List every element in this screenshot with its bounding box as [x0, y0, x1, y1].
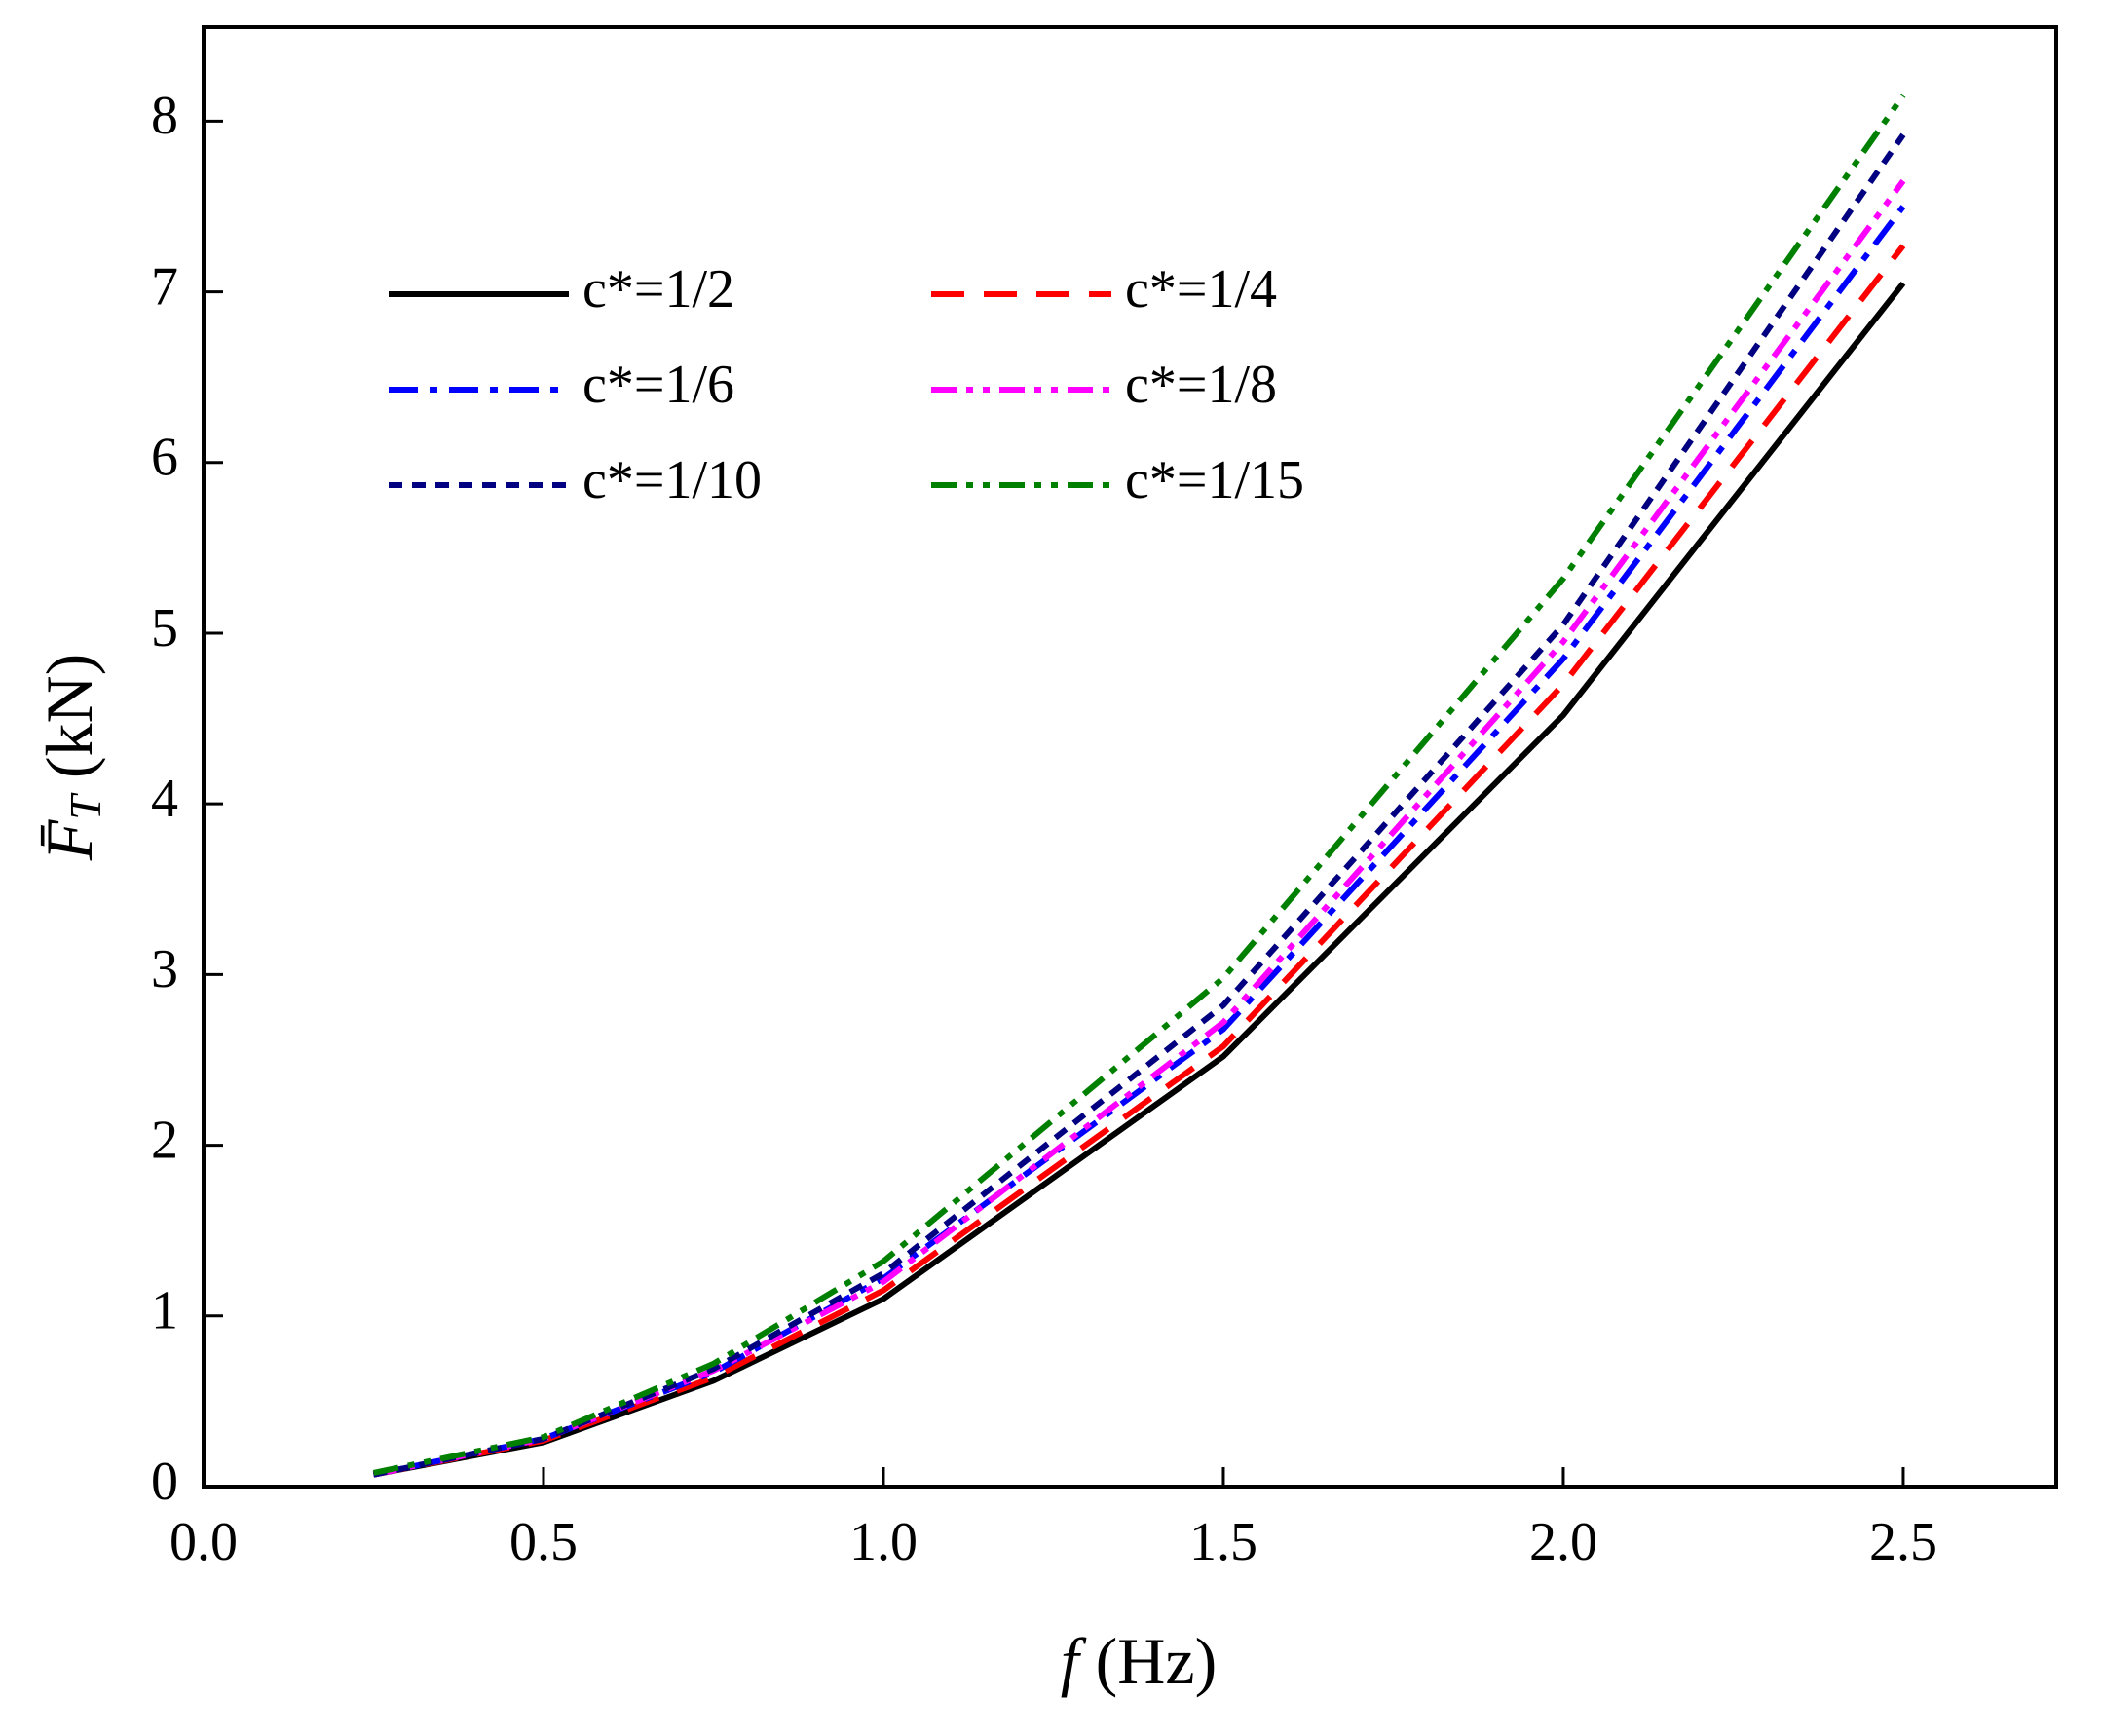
x-tick-label: 1.0	[849, 1512, 918, 1572]
legend-label: c*=1/8	[1125, 355, 1277, 415]
series-line	[372, 132, 1906, 1478]
y-tick-label: 6	[151, 428, 178, 488]
y-tick-label: 4	[151, 769, 178, 829]
plot-frame	[202, 25, 2058, 1489]
series-line	[372, 244, 1906, 1478]
y-label-subscript: T	[60, 792, 110, 820]
x-axis-label: f (Hz)	[1061, 1624, 1217, 1698]
y-tick-label: 5	[151, 598, 178, 659]
legend-label: c*=1/2	[582, 259, 734, 320]
y-label-unit: (kN)	[32, 654, 106, 778]
y-tick-label: 1	[151, 1281, 178, 1341]
y-tick-label: 3	[151, 939, 178, 1000]
y-tick-label: 2	[151, 1110, 178, 1170]
x-tick-label: 0.5	[509, 1512, 578, 1572]
y-tick-label: 0	[151, 1452, 178, 1512]
legend-label: c*=1/4	[1125, 259, 1277, 320]
x-tick-label: 2.0	[1529, 1512, 1597, 1572]
x-label-symbol: f	[1061, 1624, 1087, 1698]
x-tick-label: 0.0	[169, 1512, 238, 1572]
y-tick-label: 8	[151, 86, 178, 146]
x-tick-label: 1.5	[1189, 1512, 1257, 1572]
series-line	[372, 94, 1906, 1476]
legend-label: c*=1/6	[582, 355, 734, 415]
legend-label: c*=1/10	[582, 450, 762, 510]
y-label-symbol: F̄	[32, 818, 106, 861]
y-tick-label: 7	[151, 256, 178, 317]
legend-label: c*=1/15	[1125, 450, 1304, 510]
x-tick-label: 2.5	[1869, 1512, 1937, 1572]
x-label-unit: (Hz)	[1096, 1624, 1218, 1698]
y-axis-label: F̄T (kN)	[32, 654, 120, 862]
